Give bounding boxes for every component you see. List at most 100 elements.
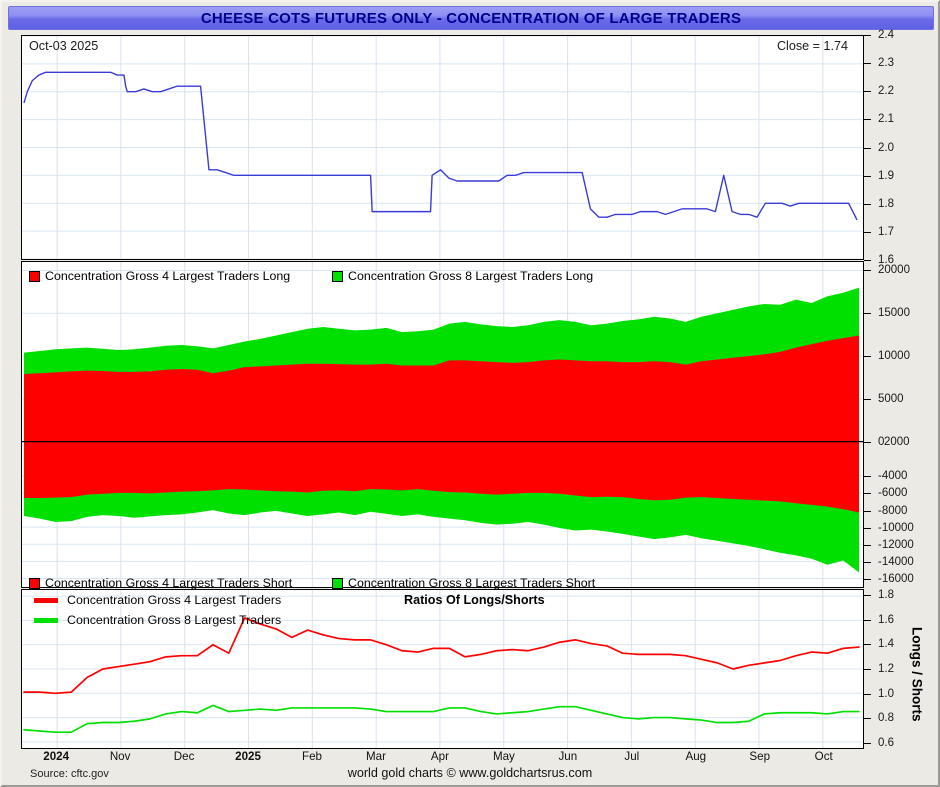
source-label: Source: cftc.gov [30,768,109,780]
legend-label: Concentration Gross 8 Largest Traders Lo… [348,269,594,283]
axis-tick-mark [864,595,871,597]
axis-tick-label: -14000 [878,556,914,569]
axis-tick-label: 2.3 [878,57,894,70]
legend-swatch-green [332,270,343,282]
axis-tick-mark [864,544,871,546]
legend-line-red [34,597,58,603]
legend-item-gross8-short: Concentration Gross 8 Largest Traders Sh… [332,576,595,590]
legend-label: Concentration Gross 4 Largest Traders Lo… [45,269,291,283]
axis-tick-mark [864,579,871,581]
x-axis-label: Aug [685,750,707,763]
price-chart-panel [21,35,864,260]
axis-tick-mark [864,718,871,720]
axis-tick-label: 2.0 [878,141,894,154]
ratio-chart-panel [21,589,864,749]
x-axis-label: Apr [430,750,449,763]
x-axis-label: May [492,750,515,763]
axis-tick-label: -16000 [878,573,914,586]
axis-tick-label: -4000 [878,470,908,483]
axis-tick-label: 10000 [878,349,910,362]
concentration-y-axis: 20000 15000 10000 5000 0 -4000 -6000 -8000 -1000… [864,261,940,588]
axis-tick-mark [864,147,871,149]
axis-tick-label-overlap: 2000 [884,435,910,448]
legend-label: Concentration Gross 4 Largest Traders Sh… [45,576,293,590]
legend-label: Concentration Gross 4 Largest Traders [67,593,282,607]
axis-tick-mark [864,510,871,512]
axis-tick-mark [864,269,871,271]
axis-tick-mark [864,63,871,65]
ratio-y-axis: 1.8 1.6 1.4 1.2 1.0 0.8 0.6 [864,589,940,749]
price-date-label: Oct-03 2025 [29,39,99,53]
x-axis-label: Jul [624,750,640,763]
window-title-bar: CHEESE COTS FUTURES ONLY - CONCENTRATION… [8,6,934,30]
axis-tick-mark [864,398,871,400]
axis-tick-label: 1.0 [878,687,894,700]
price-y-axis: 2.4 2.3 2.2 2.1 2.0 1.9 1.8 1.7 1.6 [864,29,940,266]
axis-tick-label: 5000 [878,392,904,405]
axis-tick-label: 1.2 [878,663,894,675]
legend-label: Concentration Gross 8 Largest Traders Sh… [348,576,596,590]
axis-tick-mark [864,312,871,314]
axis-tick-mark [864,476,871,478]
axis-tick-mark [864,644,871,646]
ratio-chart-plot [22,590,863,748]
axis-tick-label: 15000 [878,306,910,319]
price-chart-plot [22,36,863,259]
legend-line-green [34,617,58,623]
axis-tick-mark [864,91,871,93]
concentration-chart-panel [21,261,864,588]
axis-tick-label: -10000 [878,521,914,534]
legend-swatch-green [332,577,343,589]
axis-tick-mark [864,562,871,564]
axis-tick-label: 1.7 [878,225,894,238]
legend-item-gross8-long: Concentration Gross 8 Largest Traders Lo… [332,269,593,283]
axis-tick-mark [864,355,871,357]
legend-swatch-red [29,270,40,282]
axis-tick-label: 1.8 [878,589,894,602]
axis-tick-label: 0 [878,435,885,448]
x-axis-labels: 2024 Nov Dec 2025 Feb Mar Apr May Jun Jul Aug Sep Oc… [21,750,864,770]
axis-tick-mark [864,527,871,529]
footer: Source: cftc.gov world gold charts © www… [2,766,938,787]
legend-swatch-red [29,577,40,589]
axis-tick-mark [864,493,871,495]
axis-tick-mark [864,441,871,443]
axis-tick-mark [864,231,871,233]
axis-tick-label: 2.1 [878,113,894,126]
ratio-chart-title: Ratios Of Longs/Shorts [404,593,545,607]
legend-label: Concentration Gross 8 Largest Traders [67,613,282,627]
axis-tick-mark [864,742,871,744]
axis-tick-label: 20000 [878,263,910,276]
legend-item-gross4-short: Concentration Gross 4 Largest Traders Sh… [29,576,292,590]
axis-tick-label: 1.4 [878,638,894,651]
x-axis-label: Dec [173,750,195,763]
axis-tick-label: -12000 [878,538,914,551]
axis-tick-label: 1.8 [878,197,894,210]
axis-tick-label: -8000 [878,504,908,517]
axis-tick-label: -6000 [878,487,908,500]
x-axis-label: Oct [814,750,833,763]
legend-item-gross4-long: Concentration Gross 4 Largest Traders Lo… [29,269,290,283]
ratio-y-axis-title: Longs / Shorts [909,626,925,722]
concentration-chart-plot [22,262,863,587]
axis-tick-mark [864,260,871,261]
axis-tick-mark [864,693,871,695]
axis-tick-label: 2.2 [878,85,894,98]
x-axis-label: Feb [302,750,323,763]
axis-tick-label: 2.4 [878,29,894,41]
x-axis-label: Mar [365,750,386,763]
watermark-label: world gold charts © www.goldchartsrus.co… [347,766,593,780]
price-close-label: Close = 1.74 [776,39,848,53]
axis-tick-mark [864,203,871,205]
x-axis-label: 2024 [43,750,70,763]
axis-tick-mark [864,669,871,670]
axis-tick-label: 0.8 [878,712,894,725]
legend-item-ratio-gross4: Concentration Gross 4 Largest Traders [34,593,281,607]
axis-tick-mark [864,35,871,36]
axis-tick-mark [864,619,871,621]
legend-item-ratio-gross8: Concentration Gross 8 Largest Traders [34,613,281,627]
axis-tick-mark [864,175,871,177]
x-axis-label: Sep [749,750,771,763]
axis-tick-label: 1.6 [878,254,894,266]
